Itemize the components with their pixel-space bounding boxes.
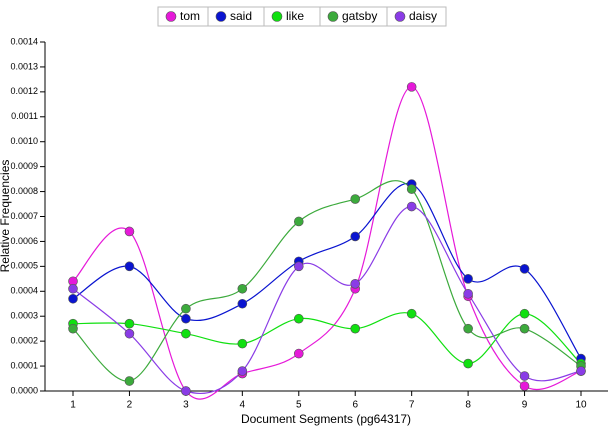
legend-label: like bbox=[286, 9, 304, 23]
y-tick-label: 0.0002 bbox=[10, 336, 38, 346]
data-point bbox=[124, 226, 135, 237]
data-point bbox=[181, 313, 191, 324]
x-axis-label: Document Segments (pg64317) bbox=[241, 412, 411, 426]
data-point bbox=[350, 231, 361, 242]
data-point bbox=[68, 293, 78, 304]
data-point bbox=[237, 283, 248, 294]
data-point bbox=[576, 366, 586, 376]
data-point bbox=[519, 323, 530, 334]
legend-swatch bbox=[394, 11, 406, 22]
data-point bbox=[237, 366, 248, 376]
data-point bbox=[519, 371, 530, 381]
x-tick-label: 6 bbox=[352, 400, 358, 411]
y-tick-label: 0.0005 bbox=[10, 261, 38, 271]
legend-label: daisy bbox=[409, 9, 437, 23]
data-point bbox=[406, 82, 417, 92]
data-point bbox=[293, 348, 304, 359]
data-point bbox=[181, 386, 191, 396]
legend-item: like bbox=[263, 6, 321, 27]
series-line bbox=[72, 86, 582, 400]
data-point bbox=[237, 298, 248, 309]
data-point bbox=[406, 184, 417, 194]
data-point bbox=[406, 201, 417, 212]
data-point bbox=[293, 313, 304, 324]
legend-item: said bbox=[207, 6, 265, 27]
x-tick-label: 5 bbox=[296, 400, 302, 411]
y-tick-label: 0.0004 bbox=[10, 286, 38, 296]
y-tick-label: 0.0003 bbox=[10, 311, 38, 321]
y-tick-label: 0.0013 bbox=[10, 61, 38, 71]
series-line bbox=[72, 180, 582, 382]
x-tick-label: 10 bbox=[575, 400, 587, 411]
data-point bbox=[519, 264, 530, 274]
legend-label: said bbox=[230, 9, 252, 23]
data-point bbox=[124, 328, 135, 339]
x-tick-label: 1 bbox=[70, 400, 76, 411]
data-point bbox=[181, 303, 191, 314]
legend-swatch bbox=[165, 11, 177, 22]
series-line bbox=[72, 205, 582, 394]
y-tick-label: 0.0000 bbox=[10, 385, 38, 395]
series-line bbox=[72, 312, 582, 365]
data-point bbox=[124, 261, 135, 272]
data-point bbox=[124, 376, 135, 386]
data-point bbox=[350, 194, 361, 204]
data-point bbox=[463, 288, 473, 299]
legend-item: gatsby bbox=[319, 6, 388, 27]
y-tick-label: 0.0001 bbox=[10, 360, 38, 370]
x-tick-label: 8 bbox=[465, 400, 471, 411]
y-tick-label: 0.0009 bbox=[10, 161, 38, 171]
x-tick-label: 9 bbox=[522, 400, 528, 411]
legend-label: tom bbox=[180, 9, 200, 23]
x-tick-label: 7 bbox=[409, 400, 415, 411]
data-point bbox=[293, 216, 304, 227]
x-tick-label: 4 bbox=[240, 400, 246, 411]
data-point bbox=[463, 358, 473, 369]
legend-item: daisy bbox=[386, 6, 447, 27]
legend-swatch bbox=[327, 11, 339, 22]
data-point bbox=[350, 323, 361, 334]
data-point bbox=[519, 381, 530, 391]
data-point bbox=[463, 274, 473, 284]
data-point bbox=[519, 308, 530, 319]
data-point bbox=[293, 261, 304, 272]
data-point bbox=[68, 283, 78, 294]
y-tick-label: 0.0012 bbox=[10, 86, 38, 96]
y-tick-label: 0.0014 bbox=[10, 36, 38, 46]
y-tick-label: 0.0006 bbox=[10, 236, 38, 246]
x-tick-label: 3 bbox=[183, 400, 189, 411]
legend-swatch bbox=[215, 11, 227, 22]
y-tick-label: 0.0011 bbox=[11, 111, 38, 121]
y-axis-label: Relative Frequencies bbox=[0, 160, 12, 273]
data-point bbox=[463, 323, 473, 334]
legend-swatch bbox=[271, 11, 283, 22]
y-tick-label: 0.0008 bbox=[10, 186, 38, 196]
data-point bbox=[68, 323, 78, 334]
y-tick-label: 0.0007 bbox=[10, 211, 38, 221]
data-point bbox=[181, 328, 191, 339]
series-line bbox=[72, 182, 582, 359]
legend-item: tom bbox=[157, 6, 209, 27]
data-point bbox=[237, 338, 248, 349]
data-point bbox=[124, 318, 135, 329]
data-point bbox=[406, 308, 417, 319]
data-point bbox=[350, 279, 361, 289]
legend-label: gatsby bbox=[342, 9, 377, 23]
y-tick-label: 0.0010 bbox=[10, 136, 38, 146]
x-tick-label: 2 bbox=[127, 400, 133, 411]
